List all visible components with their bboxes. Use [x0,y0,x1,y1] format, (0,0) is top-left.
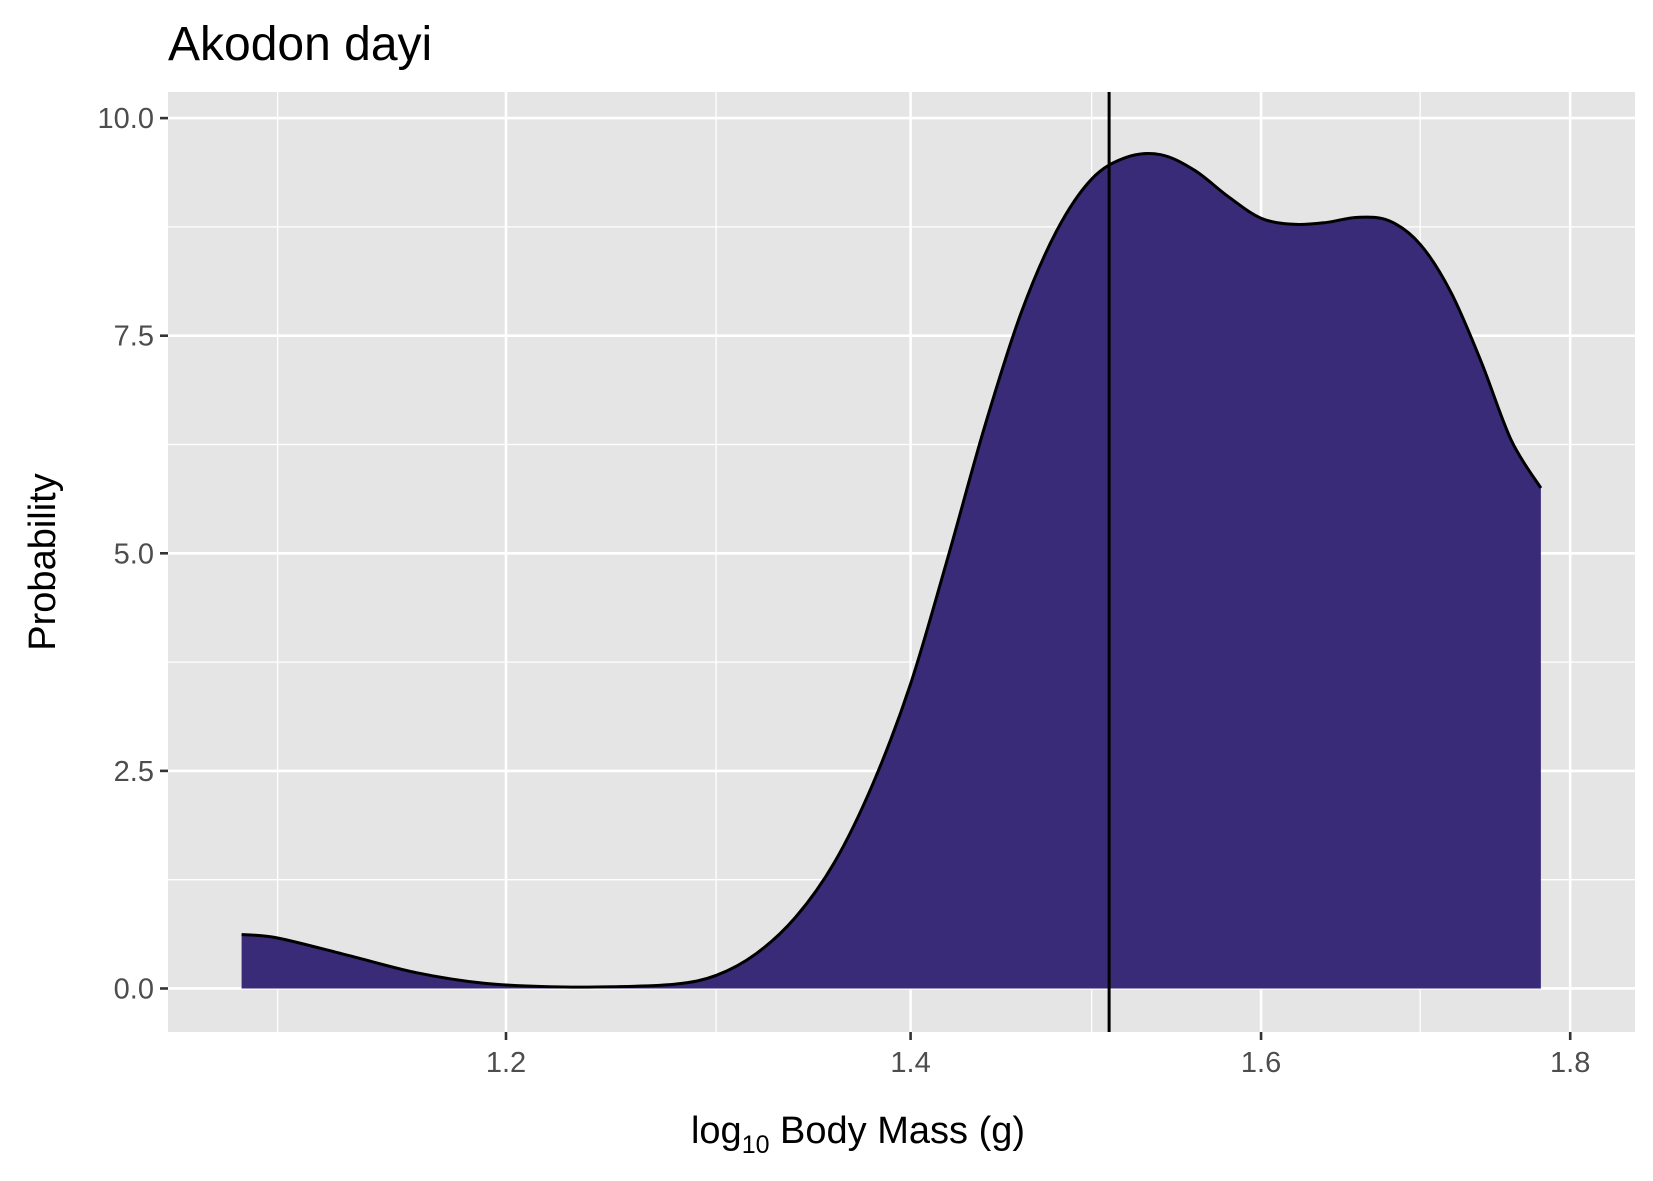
x-axis-title-suffix: Body Mass (g) [770,1110,1026,1152]
y-tick-label: 5.0 [114,538,154,570]
x-tick-label: 1.2 [486,1047,526,1079]
chart-title: Akodon dayi [168,18,432,71]
x-axis-title: log10 Body Mass (g) [691,1110,1025,1159]
y-tick-label: 2.5 [114,756,154,788]
y-tick-label: 7.5 [114,321,154,353]
x-tick-label: 1.8 [1550,1047,1590,1079]
x-axis-title-prefix: log [691,1110,742,1152]
density-area [241,153,1541,989]
x-tick-label: 1.6 [1241,1047,1281,1079]
x-axis-title-subscript: 10 [742,1131,770,1159]
y-axis-ticks: 0.0 2.5 5.0 7.5 10.0 [98,103,168,1005]
y-tick-label: 10.0 [98,103,154,135]
density-line [241,151,1543,989]
y-tick-label: 0.0 [114,973,154,1005]
x-axis-ticks: 1.2 1.4 1.6 1.8 [486,1032,1590,1079]
x-tick-label: 1.4 [890,1047,930,1079]
y-axis-title: Probability [22,473,64,650]
